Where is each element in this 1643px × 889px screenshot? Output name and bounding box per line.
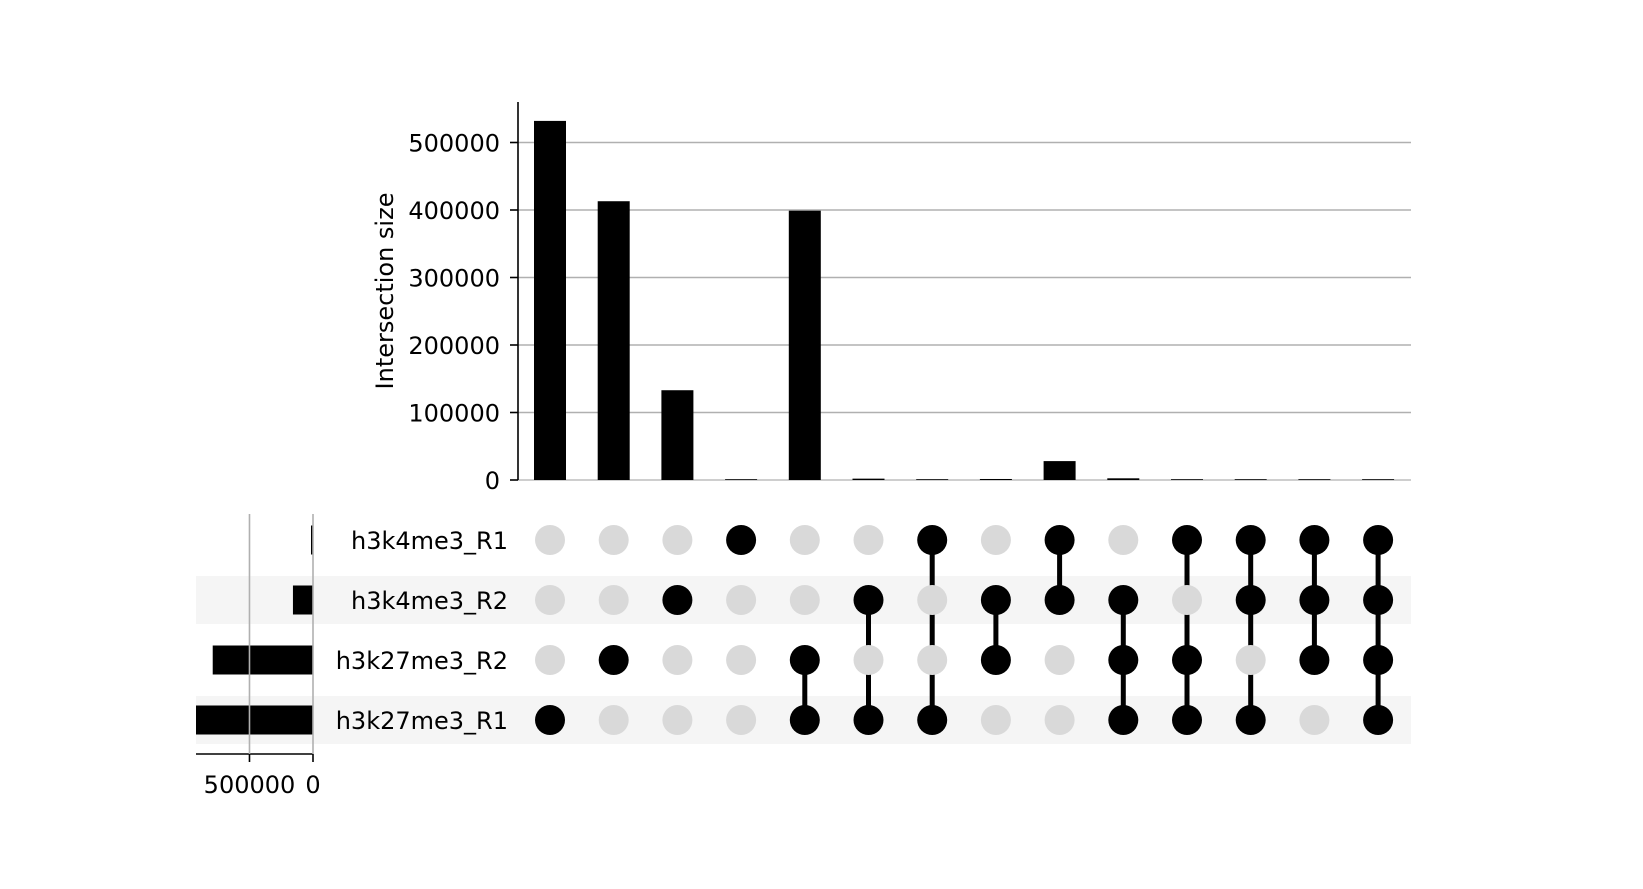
y-tick-label: 100000 [408,400,500,428]
matrix-dot-active [1172,705,1202,735]
matrix-dot-active [789,645,820,675]
set-size-tick-label: 500000 [204,771,296,799]
matrix-dot-active [1299,645,1330,675]
matrix-dot-active [1363,525,1394,555]
y-tick-label: 200000 [408,332,500,360]
matrix-dot-inactive [853,525,884,555]
matrix-dot-inactive [980,705,1011,735]
matrix-dot-inactive [535,585,565,615]
y-tick-label: 500000 [408,130,500,158]
set-label: h3k27me3_R1 [336,707,508,735]
matrix-dot-active [980,645,1011,675]
matrix-dot-inactive [726,585,757,615]
matrix-dot-active [789,705,820,735]
intersection-bar [979,478,1012,480]
matrix-dot-inactive [726,705,757,735]
matrix-dot-inactive [1108,525,1139,555]
matrix-dot-active [1235,525,1266,555]
matrix-dot-active [1363,645,1394,675]
gridlines [518,141,1411,481]
matrix-dot-active [1108,645,1139,675]
matrix-dot-inactive [598,705,629,735]
matrix-dot-active [535,705,565,735]
matrix-dot-active [1363,585,1394,615]
matrix-dot-active [1299,585,1330,615]
matrix-dot-inactive [535,645,565,675]
matrix-dot-active [917,705,948,735]
matrix-dot-inactive [662,525,693,555]
matrix-dot-inactive [662,645,693,675]
matrix-dot-active [1108,585,1139,615]
intersection-bar [788,210,821,481]
matrix-dot-active [1363,705,1394,735]
intersection-bar [725,479,758,480]
intersection-bar [1234,479,1267,480]
intersection-bar [597,201,630,480]
y-tick-label: 400000 [408,197,500,225]
matrix-dot-active [598,645,629,675]
matrix-dot-active [1108,705,1139,735]
set-label: h3k4me3_R2 [351,587,508,615]
matrix-dot-inactive [726,645,757,675]
set-size-tick-label: 0 [305,771,320,799]
set-label: h3k4me3_R1 [351,527,508,555]
labels: h3k4me3_R1 h3k4me3_R2 h3k27me3_R2 h3k27me3_… [336,527,508,735]
matrix-dot-inactive [1044,705,1075,735]
matrix-dot-active [1235,705,1266,735]
axes: 0 100000 200000 300000 400000 500000 500000 0 [196,102,519,799]
matrix-dot-active [662,585,693,615]
set-size-bar [292,585,313,615]
matrix-dot-inactive [789,525,820,555]
matrix-dot-active [1172,645,1202,675]
intersection-bar [852,478,885,480]
matrix-dot-active [1044,585,1075,615]
set-label: h3k27me3_R2 [336,647,508,675]
matrix-dot-active [1172,525,1202,555]
matrix-dot-active [726,525,757,555]
intersection-bar [1298,479,1331,480]
matrix-dot-active [1044,525,1075,555]
intersection-bar [661,390,694,480]
y-tick-label: 300000 [408,265,500,293]
matrix-dot-inactive [598,585,629,615]
matrix-dot-inactive [535,525,565,555]
matrix-dot-inactive [1235,645,1266,675]
set-size-bar [212,645,313,675]
intersection-bar [1362,479,1395,480]
matrix-dot-active [853,705,884,735]
intersection-bar [916,479,949,480]
y-axis-title: Intersection size [371,193,399,390]
matrix-dot-inactive [662,705,693,735]
matrix-dot-inactive [1299,705,1330,735]
matrix-dot-active [917,525,948,555]
y-tick-label: 0 [485,467,500,495]
matrix-dot-inactive [598,525,629,555]
intersection-bar [1107,478,1140,480]
intersection-bar [1171,479,1203,480]
matrix-dot-inactive [853,645,884,675]
matrix-dot-inactive [917,585,948,615]
matrix-dot-active [1299,525,1330,555]
set-size-bars [196,514,314,754]
intersection-bars [534,120,1395,481]
matrix-dot-active [853,585,884,615]
matrix-dot-active [980,585,1011,615]
set-size-bar [196,705,313,735]
intersection-bar [1043,461,1076,480]
matrix-dot-inactive [1172,585,1202,615]
matrix-dot-inactive [917,645,948,675]
matrix-dot-inactive [789,585,820,615]
matrix-dot-inactive [1044,645,1075,675]
matrix-dot-active [1235,585,1266,615]
matrix-dot-inactive [980,525,1011,555]
set-size-bar [310,525,313,555]
intersection-bar [534,120,566,481]
membership-matrix [535,525,1394,735]
